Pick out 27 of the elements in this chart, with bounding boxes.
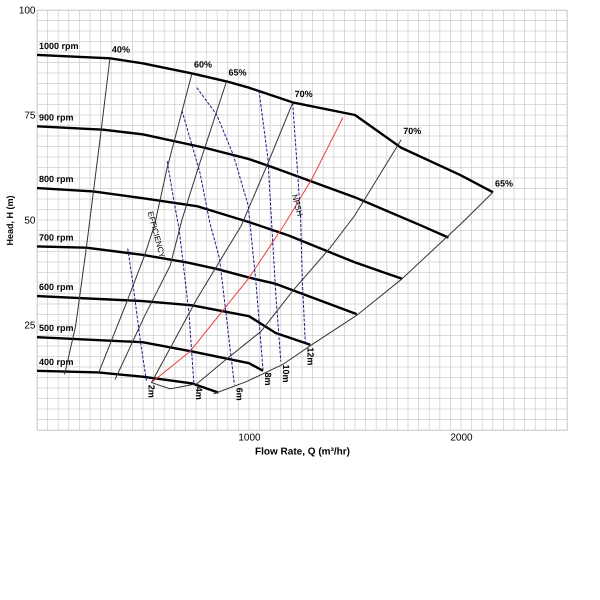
y-tick-label: 50 (24, 216, 36, 226)
annotation: NPSH (290, 193, 304, 218)
series-label: 900 rpm (39, 112, 74, 122)
series-label: 60% (194, 59, 212, 70)
series-label: 70% (403, 126, 422, 136)
text: 4m (194, 386, 204, 400)
y-axis-title: Head, H (m) (4, 195, 15, 246)
series-label: 700 rpm (39, 232, 74, 242)
series-label: 65% (495, 178, 514, 188)
text: 2m (146, 384, 157, 398)
y-tick-label: 25 (24, 320, 36, 332)
x-tick-label: 1000 (238, 432, 262, 444)
series-label: 65% (228, 67, 247, 78)
series-label: 40% (112, 44, 130, 54)
series-label: 500 rpm (39, 323, 74, 334)
text: 10m (280, 364, 291, 383)
series-label: 800 rpm (39, 174, 74, 184)
series-label: 70% (294, 88, 313, 99)
text: 8m (262, 372, 273, 386)
series-label: 1000 rpm (39, 40, 79, 51)
x-axis-title: Flow Rate, Q (m³/hr) (255, 446, 350, 458)
text: 6m (234, 388, 244, 401)
x-tick-label: 2000 (450, 432, 474, 444)
y-tick-label: 100 (18, 6, 36, 16)
text: 12m (305, 347, 316, 366)
y-tick-label: 75 (24, 110, 36, 122)
series-label: 600 rpm (39, 282, 74, 292)
